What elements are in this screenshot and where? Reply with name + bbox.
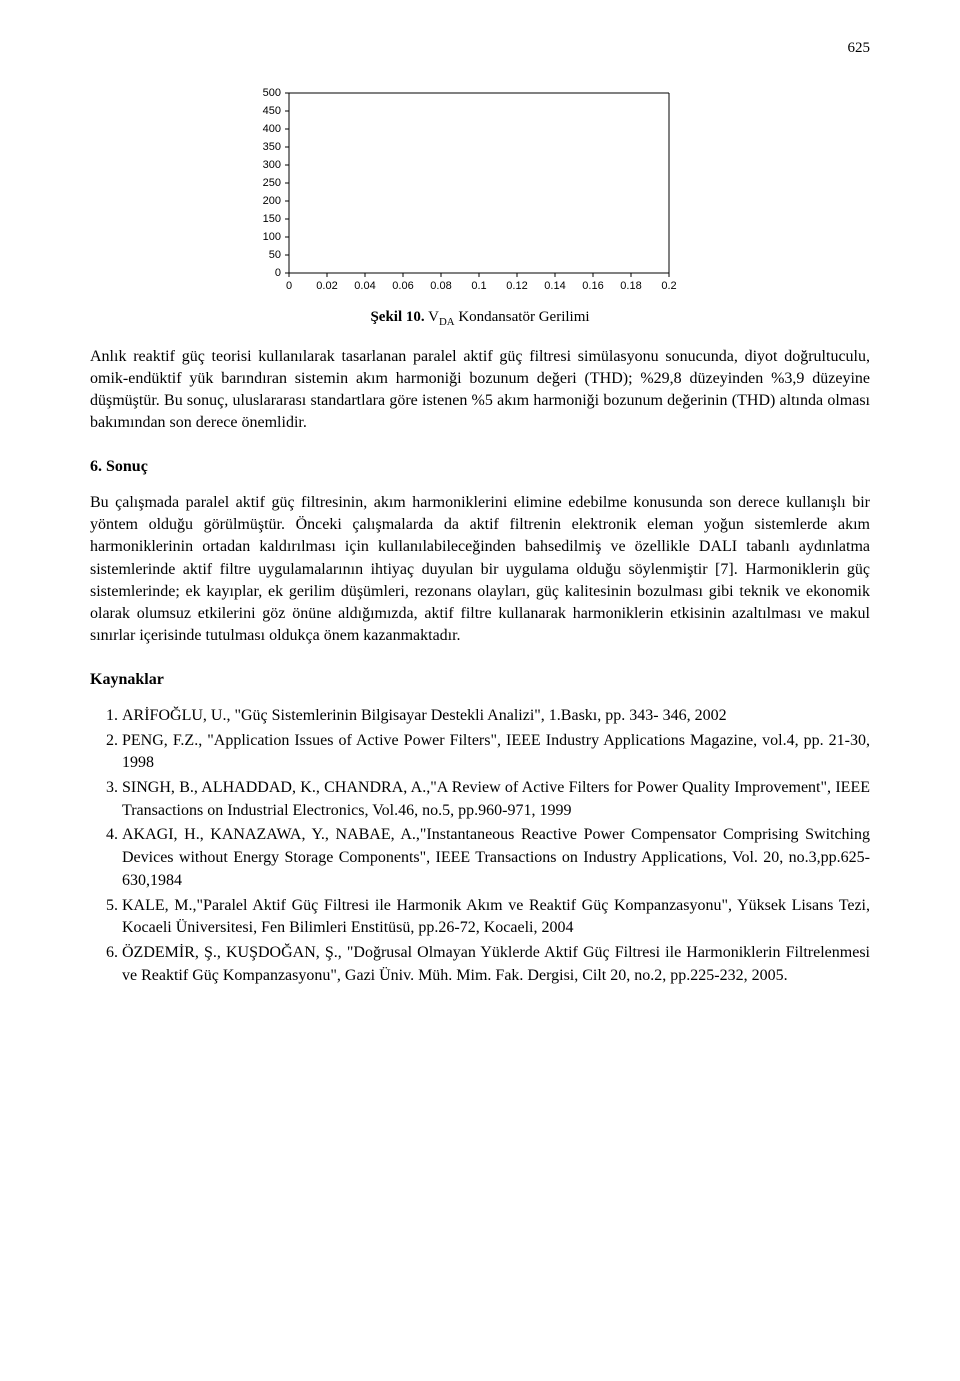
chart-container: 0 50 100 150 200 250 300 350 400 450 500 0 0.02 0.04 0… bbox=[245, 85, 715, 299]
section-heading-refs: Kaynaklar bbox=[90, 671, 870, 689]
svg-text:0.12: 0.12 bbox=[506, 280, 527, 292]
svg-text:0.08: 0.08 bbox=[430, 280, 451, 292]
svg-text:350: 350 bbox=[263, 141, 281, 153]
reference-item: KALE, M.,"Paralel Aktif Güç Filtresi ile… bbox=[122, 895, 870, 940]
svg-text:0.02: 0.02 bbox=[316, 280, 337, 292]
svg-text:100: 100 bbox=[263, 231, 281, 243]
svg-text:400: 400 bbox=[263, 123, 281, 135]
svg-text:250: 250 bbox=[263, 177, 281, 189]
svg-text:0.04: 0.04 bbox=[354, 280, 375, 292]
caption-rest: Kondansatör Gerilimi bbox=[455, 309, 590, 325]
reference-item: AKAGI, H., KANAZAWA, Y., NABAE, A.,"Inst… bbox=[122, 824, 870, 892]
paragraph-2: Bu çalışmada paralel aktif güç filtresin… bbox=[90, 492, 870, 647]
caption-v: V bbox=[425, 309, 439, 325]
voltage-chart: 0 50 100 150 200 250 300 350 400 450 500 0 0.02 0.04 0… bbox=[245, 85, 681, 299]
svg-text:0.1: 0.1 bbox=[471, 280, 486, 292]
reference-item: ARİFOĞLU, U., "Güç Sistemlerinin Bilgisa… bbox=[122, 705, 870, 728]
reference-item: ÖZDEMİR, Ş., KUŞDOĞAN, Ş., "Doğrusal Olm… bbox=[122, 942, 870, 987]
svg-text:150: 150 bbox=[263, 213, 281, 225]
svg-text:50: 50 bbox=[269, 249, 281, 261]
svg-text:500: 500 bbox=[263, 87, 281, 99]
paragraph-1: Anlık reaktif güç teorisi kullanılarak t… bbox=[90, 346, 870, 434]
reference-item: PENG, F.Z., "Application Issues of Activ… bbox=[122, 730, 870, 775]
svg-text:0.2: 0.2 bbox=[661, 280, 676, 292]
svg-text:0.18: 0.18 bbox=[620, 280, 641, 292]
svg-text:0.14: 0.14 bbox=[544, 280, 565, 292]
references-list: ARİFOĞLU, U., "Güç Sistemlerinin Bilgisa… bbox=[90, 705, 870, 988]
svg-text:0: 0 bbox=[275, 267, 281, 279]
section-heading-result: 6. Sonuç bbox=[90, 458, 870, 476]
svg-text:300: 300 bbox=[263, 159, 281, 171]
svg-text:0.16: 0.16 bbox=[582, 280, 603, 292]
svg-text:0.06: 0.06 bbox=[392, 280, 413, 292]
page-number: 625 bbox=[90, 40, 870, 57]
figure-caption: Şekil 10. VDA Kondansatör Gerilimi bbox=[90, 309, 870, 328]
caption-sub: DA bbox=[439, 316, 455, 328]
svg-text:0: 0 bbox=[286, 280, 292, 292]
reference-item: SINGH, B., ALHADDAD, K., CHANDRA, A.,"A … bbox=[122, 777, 870, 822]
svg-text:450: 450 bbox=[263, 105, 281, 117]
svg-text:200: 200 bbox=[263, 195, 281, 207]
caption-prefix: Şekil 10. bbox=[370, 309, 424, 325]
